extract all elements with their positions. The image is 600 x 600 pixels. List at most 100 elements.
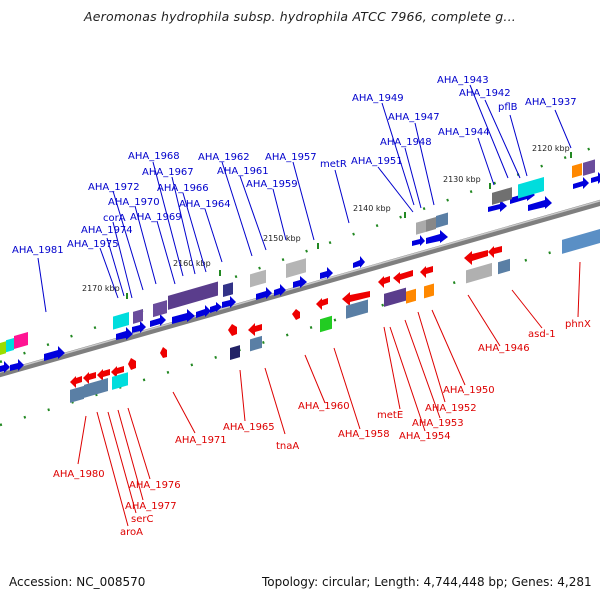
- gene-label: AHA_1961: [217, 166, 269, 177]
- reverse-leader-lines: [77, 261, 581, 527]
- reverse-labels[interactable]: phnX asd-1 AHA_1946 AHA_1950 AHA_1952 AH…: [53, 319, 591, 538]
- gene-arrow-forward: [10, 359, 24, 371]
- gene-label: AHA_1968: [128, 151, 180, 162]
- feature-box-gray-light: [286, 258, 306, 278]
- tick-track-outer-top: [0, 143, 600, 364]
- feature-box-gray-light: [466, 262, 492, 284]
- feature-box-lime: [0, 341, 6, 356]
- gene-arrow-reverse: [70, 376, 82, 388]
- scale-ticks: 2120 kbp 2130 kbp 2140 kbp 2150 kbp 2160…: [82, 144, 572, 299]
- gene-arrow-reverse: [228, 324, 237, 336]
- gene-label: AHA_1952: [425, 403, 477, 414]
- gene-arrow-reverse: [316, 298, 328, 310]
- reverse-genes[interactable]: [70, 246, 502, 388]
- gene-label: AHA_1964: [179, 199, 231, 210]
- gene-arrow-forward: [210, 302, 222, 313]
- map-title: Aeromonas hydrophila subsp. hydrophila A…: [84, 9, 516, 24]
- gene-arrow-reverse: [464, 250, 488, 265]
- gene-label: AHA_1948: [380, 137, 432, 148]
- gene-arrow-reverse: [248, 323, 262, 336]
- gene-label: AHA_1957: [265, 152, 317, 163]
- feature-box-navy: [230, 345, 240, 361]
- gene-arrow-forward: [353, 256, 365, 268]
- feature-box-purple: [168, 281, 218, 310]
- feature-box-magenta: [14, 331, 28, 349]
- feature-box-gray: [492, 187, 512, 205]
- gene-arrow-forward: [274, 284, 286, 296]
- feature-box-steel: [84, 378, 108, 398]
- gene-arrow-reverse: [128, 358, 136, 370]
- gene-arrow-reverse: [420, 266, 433, 278]
- feature-box-gray-light: [416, 219, 426, 235]
- feature-box-cyan: [112, 372, 128, 390]
- gene-label: metR: [320, 159, 347, 170]
- gene-arrow-reverse: [83, 372, 96, 384]
- tick-label-2120: 2120 kbp: [532, 144, 570, 153]
- gene-arrow-forward: [528, 196, 552, 211]
- tick-label-2160: 2160 kbp: [173, 259, 211, 268]
- gene-label: AHA_1944: [438, 127, 490, 138]
- forward-boxes[interactable]: [0, 159, 595, 356]
- feature-box-steel: [70, 385, 84, 403]
- gene-label: serC: [131, 514, 153, 525]
- gene-label: AHA_1967: [142, 167, 194, 178]
- feature-box-steel: [250, 335, 262, 352]
- gene-label: AHA_1970: [108, 197, 160, 208]
- gene-label: AHA_1977: [125, 501, 177, 512]
- feature-box-steel: [562, 228, 600, 254]
- gene-label: AHA_1960: [298, 401, 350, 412]
- gene-label: AHA_1966: [157, 183, 209, 194]
- gene-label: AHA_1981: [12, 245, 64, 256]
- feature-box-orange: [406, 288, 416, 304]
- gene-label: AHA_1976: [129, 480, 181, 491]
- gene-label: AHA_1975: [67, 239, 119, 250]
- gene-label: aroA: [120, 527, 143, 538]
- feature-box-orange: [424, 283, 434, 299]
- gene-label: AHA_1962: [198, 152, 250, 163]
- feature-box-cyan: [6, 337, 14, 353]
- gene-arrow-forward: [488, 200, 507, 212]
- gene-arrow-forward: [293, 276, 307, 288]
- gene-arrow-reverse: [111, 366, 124, 378]
- tick-label-2170: 2170 kbp: [82, 284, 120, 293]
- gene-label: AHA_1946: [478, 343, 530, 354]
- gene-arrow-reverse: [97, 369, 110, 381]
- gene-arrow-forward: [150, 314, 166, 327]
- gene-arrow-reverse: [378, 276, 390, 288]
- forward-leader-lines: [37, 84, 572, 313]
- gene-arrow-forward: [132, 321, 146, 333]
- gene-arrow-forward: [412, 235, 425, 246]
- feature-box-steel: [346, 299, 368, 319]
- feature-box-steel: [498, 258, 510, 275]
- gene-arrow-forward: [222, 296, 236, 308]
- accession-label: Accession: NC_008570: [9, 575, 146, 589]
- gene-label: AHA_1965: [223, 422, 275, 433]
- feature-box-orange: [572, 163, 582, 178]
- backbone-bar: [0, 199, 600, 378]
- gene-label: AHA_1937: [525, 97, 577, 108]
- gene-label: AHA_1958: [338, 429, 390, 440]
- feature-box-purple: [153, 300, 167, 318]
- gene-label: AHA_1974: [81, 225, 133, 236]
- feature-box-steel: [436, 212, 448, 228]
- gene-arrow-forward: [172, 309, 195, 324]
- tick-label-2150: 2150 kbp: [263, 234, 301, 243]
- gene-arrow-forward: [116, 327, 133, 340]
- gene-arrow-reverse: [488, 246, 502, 258]
- gene-arrow-reverse: [292, 309, 300, 320]
- gene-arrow-reverse: [393, 270, 413, 284]
- feature-box-purple: [583, 159, 595, 176]
- gene-label: phnX: [565, 319, 591, 330]
- gene-label: AHA_1951: [351, 156, 403, 167]
- gene-label: tnaA: [276, 441, 299, 452]
- gene-label: AHA_1949: [352, 93, 404, 104]
- forward-genes[interactable]: [0, 172, 600, 373]
- gene-label: metE: [377, 410, 403, 421]
- gene-label: AHA_1950: [443, 385, 495, 396]
- gene-arrow-forward: [573, 177, 589, 189]
- gene-label: AHA_1942: [459, 88, 511, 99]
- forward-labels[interactable]: AHA_1937 AHA_1942 AHA_1943 pflB AHA_1944…: [12, 75, 577, 256]
- reverse-boxes[interactable]: [70, 228, 600, 403]
